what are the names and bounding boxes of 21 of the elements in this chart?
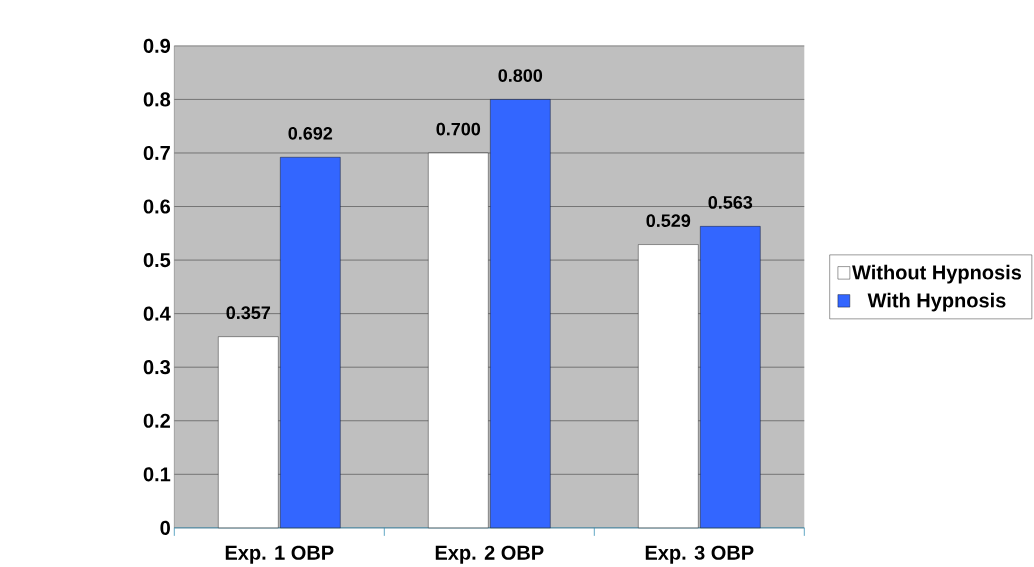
- y-tick-label: 0.5: [143, 252, 171, 268]
- y-tick-label: 0.6: [143, 199, 171, 214]
- y-tick-label: 0.4: [143, 306, 171, 321]
- data-label: 0.563: [708, 195, 753, 209]
- data-label: 0.529: [646, 214, 691, 227]
- y-tick-label: 0.3: [143, 360, 171, 375]
- x-tick-label: Exp. 3 OBP: [645, 545, 754, 564]
- x-tick-label: Exp. 1 OBP: [225, 545, 334, 564]
- y-tick-label: 0.8: [143, 92, 171, 107]
- y-tick-label: 0.7: [143, 145, 170, 160]
- y-tick-label: 0: [160, 520, 170, 535]
- data-label: 0.700: [436, 122, 481, 136]
- y-tick-label: 0.2: [143, 413, 170, 428]
- y-tick-label: 0.9: [143, 38, 171, 53]
- y-tick-label: 0.1: [143, 467, 171, 482]
- data-label: 0.800: [498, 69, 543, 82]
- x-tick-label: Exp. 2 OBP: [435, 545, 544, 564]
- legend-label: With Hypnosis: [867, 292, 1006, 312]
- data-label: 0.357: [226, 306, 271, 320]
- legend-label: Without Hypnosis: [852, 264, 1022, 284]
- data-label: 0.692: [288, 126, 333, 140]
